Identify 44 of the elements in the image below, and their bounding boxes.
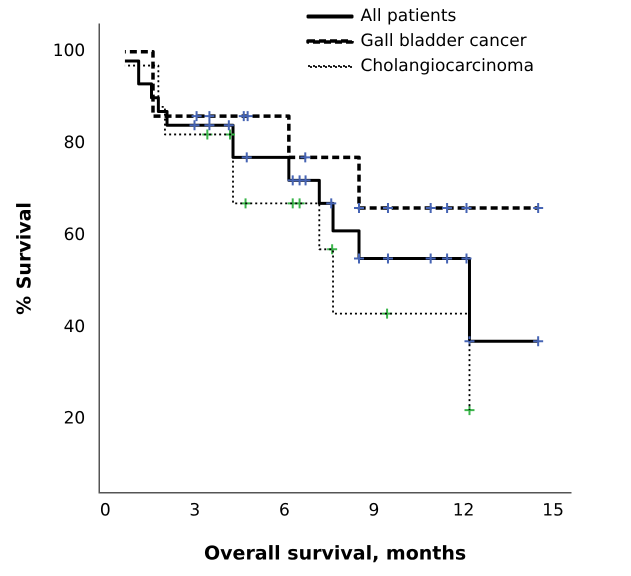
- point: [326, 243, 338, 256]
- point: [222, 119, 235, 132]
- point: [382, 252, 394, 264]
- point: [224, 128, 236, 140]
- x-tick-label: 0: [100, 500, 111, 520]
- point: [460, 202, 472, 214]
- legend-label: Gall bladder cancer: [360, 30, 527, 51]
- point: [441, 252, 454, 264]
- x-tick-label: 15: [542, 500, 564, 520]
- point: [299, 151, 312, 164]
- point: [463, 404, 476, 416]
- point: [382, 202, 394, 214]
- point: [203, 110, 216, 122]
- y-tick-label: 40: [64, 316, 86, 337]
- y-tick-label: 100: [52, 41, 86, 62]
- point: [353, 202, 366, 214]
- point: [190, 110, 203, 122]
- point: [201, 128, 214, 140]
- x-tick-label: 12: [452, 500, 474, 520]
- x-tick-label: 9: [368, 500, 380, 520]
- point: [353, 252, 366, 264]
- point: [240, 197, 252, 210]
- y-tick-label: 60: [64, 224, 86, 245]
- point: [532, 202, 544, 214]
- point: [294, 197, 306, 210]
- point: [188, 119, 200, 132]
- point: [242, 110, 254, 122]
- x-tick-label: 6: [278, 500, 290, 520]
- point: [240, 151, 253, 164]
- point: [441, 202, 454, 214]
- point: [460, 252, 472, 264]
- point: [424, 202, 437, 214]
- point: [325, 197, 338, 210]
- legend-label: All patients: [360, 6, 456, 26]
- point: [532, 335, 544, 348]
- point: [300, 174, 312, 186]
- y-axis-title: % Survival: [13, 202, 36, 315]
- point: [203, 119, 216, 132]
- point: [424, 252, 437, 264]
- legend-label: Cholangiocarcinoma: [360, 56, 534, 76]
- x-tick-label: 3: [189, 500, 200, 520]
- y-tick-label: 20: [64, 408, 86, 429]
- y-tick-label: 80: [64, 133, 86, 154]
- x-axis-title: Overall survival, months: [204, 542, 466, 565]
